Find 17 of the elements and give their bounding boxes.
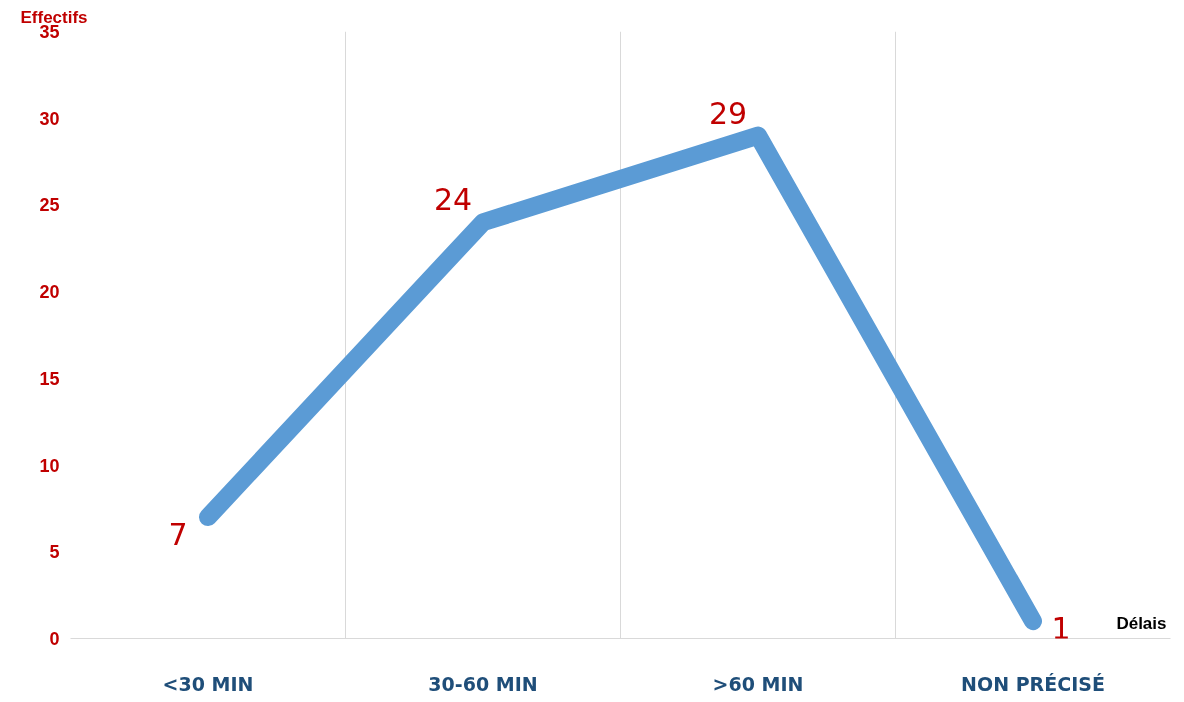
- y-tick-label: 10: [39, 455, 60, 476]
- x-tick-label: 30-60 MIN: [428, 672, 538, 695]
- data-label: 7: [168, 517, 188, 553]
- data-label: 29: [708, 95, 748, 131]
- data-label: 1: [1051, 611, 1071, 647]
- x-tick-label: >60 MIN: [712, 672, 804, 695]
- x-axis-title: Délais: [1116, 613, 1167, 633]
- data-label: 24: [433, 182, 473, 218]
- y-tick-label: 35: [39, 22, 60, 42]
- y-tick-label: 15: [39, 368, 60, 389]
- y-tick-label: 25: [39, 195, 60, 216]
- x-tick-label: <30 MIN: [162, 672, 254, 695]
- y-tick-label: 20: [39, 282, 60, 303]
- x-tick-label: NON PRÉCISÉ: [961, 672, 1105, 695]
- y-tick-label: 30: [39, 108, 60, 129]
- y-tick-label: 5: [49, 542, 60, 563]
- y-tick-label: 0: [49, 629, 60, 649]
